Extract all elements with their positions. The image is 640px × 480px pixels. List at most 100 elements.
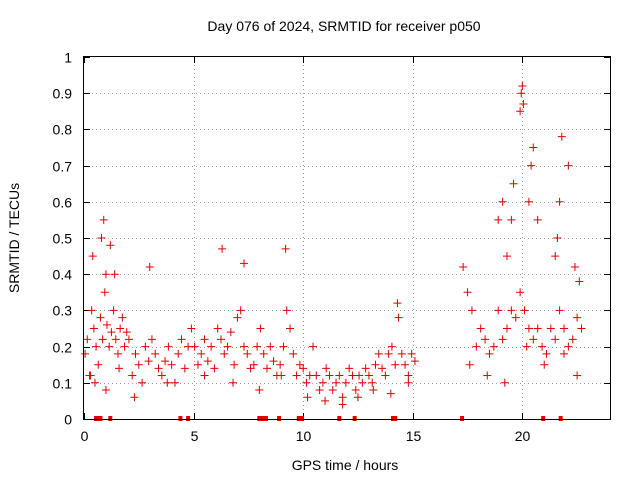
zero-marker (98, 416, 103, 421)
data-point (540, 360, 549, 369)
data-point (81, 349, 90, 358)
data-point (299, 364, 308, 373)
data-point (239, 259, 248, 268)
data-point (269, 357, 278, 366)
data-point (113, 349, 122, 358)
data-point (246, 364, 255, 373)
data-point (529, 335, 538, 344)
data-point (89, 324, 98, 333)
data-point (378, 364, 387, 373)
data-point (341, 378, 350, 387)
data-point (144, 357, 153, 366)
data-point (249, 360, 258, 369)
data-point (282, 306, 291, 315)
data-point (476, 324, 485, 333)
zero-markers (94, 416, 563, 421)
data-point (542, 349, 551, 358)
data-point (410, 357, 419, 366)
data-point (358, 378, 367, 387)
zero-marker (460, 416, 465, 421)
data-point (190, 342, 199, 351)
data-point (279, 342, 288, 351)
data-point (351, 386, 360, 395)
data-point (527, 161, 536, 170)
data-point (573, 313, 582, 322)
data-point (303, 393, 312, 402)
data-point (524, 197, 533, 206)
data-point (229, 378, 238, 387)
data-point (371, 360, 380, 369)
data-point (407, 349, 416, 358)
zero-marker (558, 416, 563, 421)
data-point (345, 364, 354, 373)
data-point (564, 161, 573, 170)
data-point (551, 335, 560, 344)
zero-marker (257, 416, 262, 421)
y-tick-label: 0.5 (53, 231, 73, 247)
x-tick-label: 5 (191, 428, 199, 444)
x-axis-label: GPS time / hours (292, 457, 399, 473)
data-point (315, 386, 324, 395)
x-tick-label: 15 (406, 428, 422, 444)
gridlines (84, 57, 610, 419)
y-tick-label: 0.7 (53, 159, 73, 175)
y-tick-label: 1 (64, 50, 72, 66)
zero-marker (337, 416, 342, 421)
zero-marker (393, 416, 398, 421)
data-point (83, 335, 92, 344)
data-point (494, 306, 503, 315)
data-point (286, 324, 295, 333)
zero-marker (277, 416, 282, 421)
data-point (253, 342, 262, 351)
data-point (220, 349, 229, 358)
data-point (99, 215, 108, 224)
data-point (459, 262, 468, 271)
data-point (387, 342, 396, 351)
data-point (551, 252, 560, 261)
data-point (498, 335, 507, 344)
data-point (106, 241, 115, 250)
data-point (110, 270, 119, 279)
x-tick-label: 20 (515, 428, 531, 444)
data-point (101, 270, 110, 279)
data-point (210, 364, 219, 373)
data-point (138, 378, 147, 387)
data-point (263, 364, 272, 373)
zero-marker (94, 416, 99, 421)
data-point (147, 335, 156, 344)
data-point (86, 371, 95, 380)
data-point (141, 342, 150, 351)
data-point (489, 342, 498, 351)
data-point (575, 277, 584, 286)
data-point (277, 371, 286, 380)
data-point (255, 386, 264, 395)
y-tick-label: 0 (64, 412, 72, 428)
zero-marker (96, 416, 101, 421)
data-point (115, 364, 124, 373)
data-point (187, 324, 196, 333)
data-point (577, 324, 586, 333)
data-point (364, 371, 373, 380)
data-point (167, 360, 176, 369)
data-point (522, 342, 531, 351)
data-point (302, 378, 311, 387)
data-point (494, 215, 503, 224)
data-point (393, 299, 402, 308)
x-tick-label: 0 (81, 428, 89, 444)
data-point (483, 371, 492, 380)
data-point (207, 342, 216, 351)
data-point (118, 313, 127, 322)
data-point (289, 349, 298, 358)
data-point (161, 357, 170, 366)
zero-marker (541, 416, 546, 421)
zero-marker (263, 416, 268, 421)
data-point (111, 335, 120, 344)
y-tick-label: 0.6 (53, 195, 73, 211)
data-point (203, 357, 212, 366)
data-point (507, 306, 516, 315)
y-tick-label: 0.9 (53, 86, 73, 102)
data-point (465, 360, 474, 369)
data-point (233, 313, 242, 322)
data-point (404, 371, 413, 380)
